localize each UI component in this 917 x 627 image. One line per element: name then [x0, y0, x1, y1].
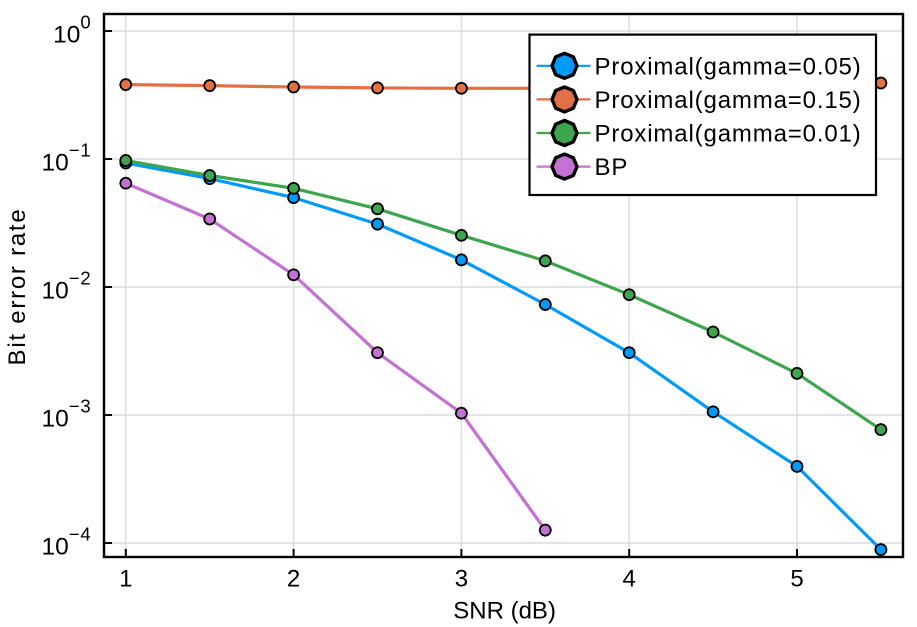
svg-text:5: 5: [790, 565, 803, 592]
svg-text:Proximal(gamma=0.05): Proximal(gamma=0.05): [595, 53, 862, 80]
svg-text:Proximal(gamma=0.01): Proximal(gamma=0.01): [595, 120, 862, 147]
svg-text:4: 4: [623, 565, 636, 592]
svg-text:BP: BP: [595, 154, 629, 181]
svg-text:3: 3: [455, 565, 468, 592]
svg-text:SNR (dB): SNR (dB): [453, 597, 556, 624]
svg-text:2: 2: [287, 565, 300, 592]
svg-text:Proximal(gamma=0.15): Proximal(gamma=0.15): [595, 87, 862, 114]
svg-text:Bit error rate: Bit error rate: [4, 208, 31, 366]
svg-text:1: 1: [119, 565, 132, 592]
